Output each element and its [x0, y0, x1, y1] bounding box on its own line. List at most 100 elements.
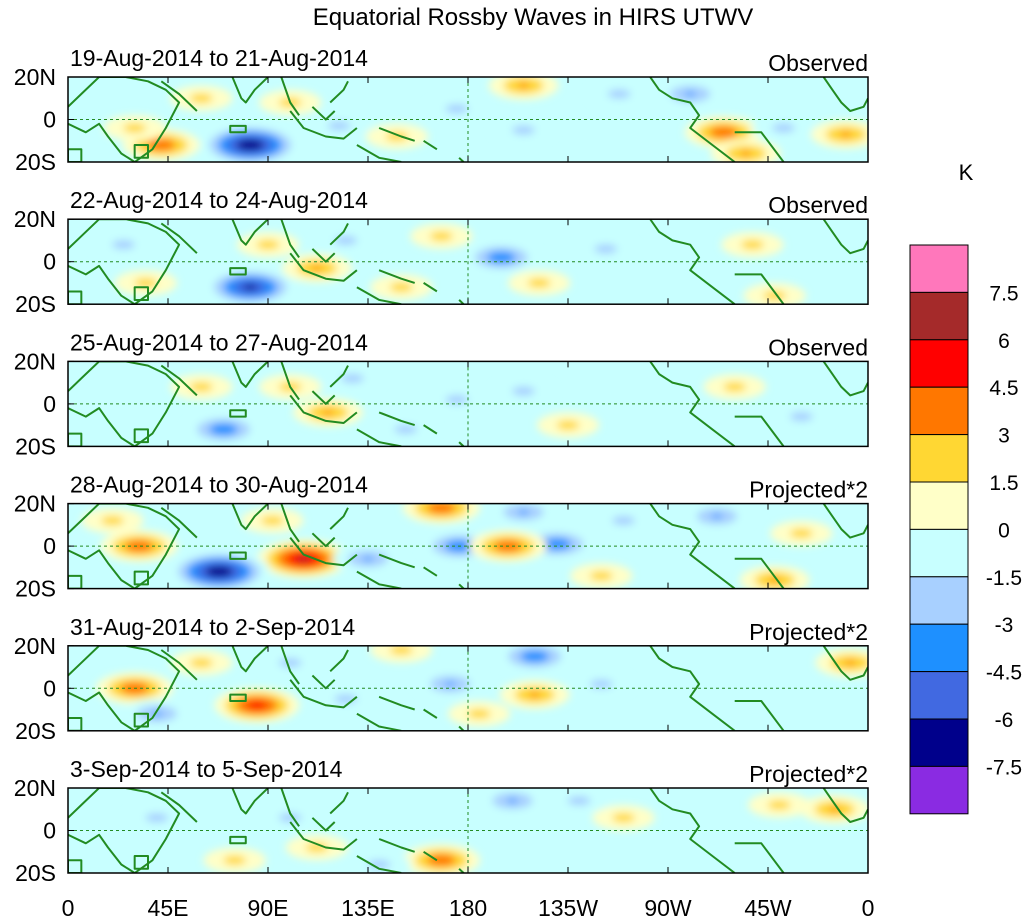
coastline-segment [356, 855, 402, 873]
coastline-segment [423, 139, 438, 151]
coastlines [68, 361, 868, 447]
coastline-segment [311, 106, 336, 121]
colorbar-swatch [909, 576, 969, 625]
coastline-segment [734, 273, 785, 305]
coastline-segment [231, 645, 269, 673]
region-box [229, 835, 247, 845]
coastline-segment [160, 80, 198, 112]
y-tick-label: 20S [15, 291, 56, 317]
coastline-segment [356, 286, 402, 305]
coastlines [68, 77, 868, 162]
anomaly-contour [125, 540, 154, 552]
coastline-segment [231, 77, 269, 104]
anomaly-contour [123, 123, 147, 133]
colorbar-swatch [909, 291, 969, 341]
anomaly-contour [594, 244, 618, 254]
coastline-segment [822, 77, 868, 112]
coastline-segment [356, 144, 402, 162]
colorbar-swatch [909, 434, 969, 483]
anomaly-contour [840, 132, 852, 137]
colorbar-swatch [909, 244, 969, 293]
anomaly-contour [711, 514, 723, 519]
anomaly-contour [145, 813, 169, 823]
chart-title: Equatorial Rossby Waves in HIRS UTWV [313, 4, 754, 31]
anomaly-contour [567, 796, 591, 806]
coastline-segment [378, 838, 416, 853]
colorbar-swatch [909, 718, 969, 767]
anomaly-contour [389, 282, 413, 292]
region-box [68, 859, 83, 873]
panel-kind: Projected*2 [749, 477, 868, 503]
anomaly-contour [278, 658, 302, 668]
coastline-segment [160, 649, 198, 681]
panel-5: 20N 0 20S 31-Aug-2014 to 2-Sep-2014 Projecte… [14, 614, 869, 744]
coastline-segment [280, 503, 300, 543]
anomaly-contour [427, 854, 456, 867]
region-box [133, 570, 150, 586]
anomaly-contour [112, 240, 135, 250]
y-tick-label: 20S [15, 433, 56, 459]
panel-4: 20N 0 20S 28-Aug-2014 to 30-Aug-2014 Project… [14, 472, 869, 602]
coastline-segment [356, 428, 402, 447]
colorbar-level-label: 1.5 [989, 472, 1018, 495]
coastline-segment [734, 557, 785, 589]
y-tick-label: 20S [15, 860, 56, 886]
x-tick-label: 45E [148, 895, 189, 921]
coastline-segment [68, 503, 181, 589]
y-tick-label: 0 [43, 533, 56, 559]
anomaly-contour [520, 650, 549, 663]
anomaly-contour [740, 151, 752, 156]
panel-kind: Observed [768, 334, 868, 360]
colorbar-unit: K [959, 160, 974, 185]
colorbar-level-label: -4.5 [986, 662, 1022, 685]
anomaly-contour [741, 240, 764, 250]
coastline-segment [280, 219, 300, 258]
anomaly-contour [101, 515, 124, 526]
panel-date-range: 22-Aug-2014 to 24-Aug-2014 [70, 187, 368, 213]
colorbar-swatch [909, 623, 969, 673]
anomaly-contour [189, 93, 213, 103]
anomaly-contour [429, 231, 453, 241]
coastline-segment [423, 282, 438, 293]
anomaly-contour [723, 382, 747, 392]
anomaly-contour [445, 104, 469, 114]
anomaly-contour [223, 855, 247, 865]
anomaly-contour [518, 509, 529, 515]
coastline-segment [311, 248, 336, 263]
colorbar-swatch [909, 386, 969, 436]
colorbar-swatch [909, 671, 969, 720]
anomaly-contour [362, 556, 374, 562]
coastline-segment [734, 842, 785, 873]
anomaly-contour [209, 423, 238, 436]
coastline-segment [289, 536, 358, 567]
anomaly-layer [103, 77, 868, 162]
coastline-segment [329, 791, 349, 815]
x-axis: 0 45E 90E 135E 180 135W 90W 45W 0 [62, 895, 875, 921]
coastline-segment [649, 219, 736, 305]
region-box [68, 148, 83, 162]
colorbar-level-label: -3 [995, 614, 1014, 637]
anomaly-contour [467, 709, 491, 719]
anomaly-contour [507, 798, 518, 803]
colorbar-level-label: 4.5 [989, 377, 1018, 400]
coastline-segment [649, 503, 736, 589]
x-tick-label: 90E [248, 895, 289, 921]
panel-date-range: 25-Aug-2014 to 27-Aug-2014 [70, 329, 368, 355]
contour-field [68, 77, 868, 162]
anomaly-contour [772, 123, 795, 133]
y-tick-label: 0 [43, 675, 56, 701]
coastline-segment [378, 553, 415, 569]
anomaly-layer [92, 223, 806, 305]
coastline-segment [649, 645, 736, 731]
region-box [229, 124, 247, 134]
anomaly-contour [261, 515, 284, 526]
coastline-segment [329, 80, 349, 104]
contour-field [68, 361, 868, 447]
anomaly-contour [445, 395, 469, 405]
panel-kind: Observed [768, 192, 868, 218]
panel-date-range: 19-Aug-2014 to 21-Aug-2014 [70, 45, 368, 71]
anomaly-contour [205, 565, 233, 578]
coastline-segment [329, 365, 349, 388]
coastline-segment [311, 390, 336, 405]
y-tick-label: 0 [43, 107, 56, 133]
